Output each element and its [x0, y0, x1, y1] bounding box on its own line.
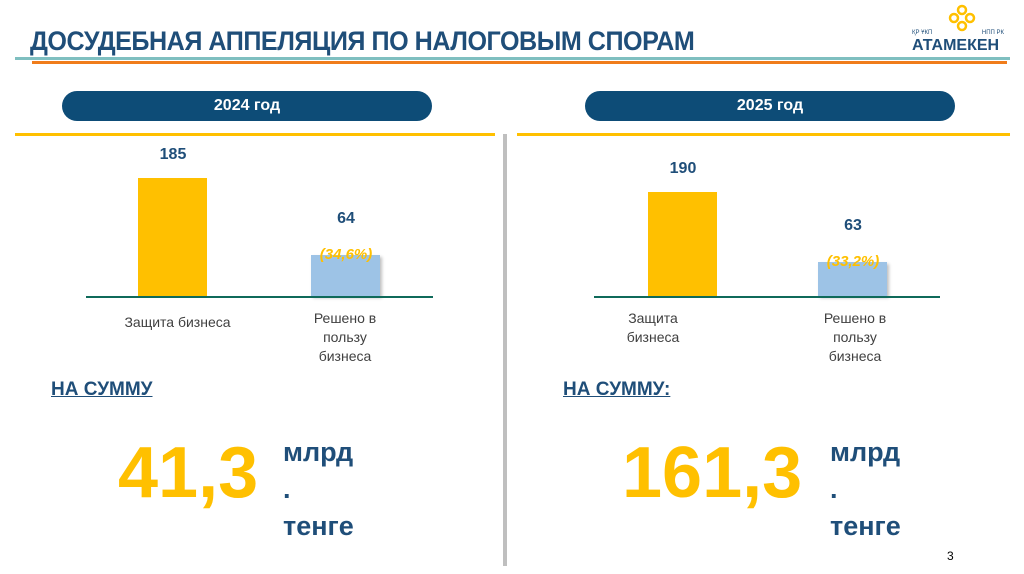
sum-label-2024: НА СУММУ — [51, 379, 153, 400]
bar-resolved-for-business — [818, 261, 887, 296]
chart-baseline — [594, 296, 940, 298]
unit-dot: . — [830, 474, 838, 504]
year-2025-header: 2025 год — [585, 91, 955, 121]
category-label: Защита бизнеса — [626, 310, 680, 345]
logo-name: АТАМЕКЕН — [912, 37, 1000, 54]
column-divider — [503, 134, 507, 566]
atameken-logo: ҚР ҰКП НПП РК АТАМЕКЕН — [912, 4, 1012, 54]
unit-tenge: тенге — [830, 511, 901, 541]
percent-label: (34,6%) — [319, 246, 373, 264]
page-title: ДОСУДЕБНАЯ АППЕЛЯЦИЯ ПО НАЛОГОВЫМ СПОРАМ — [30, 26, 695, 56]
bar-value-label: 190 — [669, 160, 697, 177]
section-line-right — [517, 133, 1010, 136]
page-number: 3 — [947, 549, 954, 563]
sum-unit-2025: млрд . тенге — [830, 434, 901, 545]
unit-mlrd: млрд — [830, 437, 901, 467]
year-2024-header: 2024 год — [62, 91, 432, 121]
logo-left-text: ҚР ҰКП — [912, 30, 933, 36]
chart-baseline — [86, 296, 433, 298]
bar-business-protection — [648, 192, 717, 296]
category-label: Решено в пользу бизнеса — [313, 310, 377, 364]
bar-value-label: 63 — [844, 216, 862, 234]
logo-ornament-icon — [948, 4, 976, 32]
unit-mlrd: млрд — [283, 437, 354, 467]
bar-value-label: 185 — [159, 146, 187, 163]
bar-value-label: 64 — [337, 210, 355, 228]
category-label: Защита бизнеса — [124, 314, 231, 330]
sum-label-2025: НА СУММУ: — [563, 379, 671, 400]
percent-label: (33,2%) — [826, 252, 880, 270]
sum-amount-2025: 161,3 — [622, 433, 803, 513]
header-divider-orange — [32, 61, 1007, 64]
unit-dot: . — [283, 474, 291, 504]
sum-unit-2024: млрд . тенге — [283, 434, 354, 545]
logo-right-text: НПП РК — [981, 30, 1004, 36]
bar-business-protection — [138, 178, 207, 296]
section-line-left — [15, 133, 495, 136]
sum-amount-2024: 41,3 — [118, 433, 259, 513]
header-divider-teal — [15, 57, 1010, 60]
category-label: Решено в пользу бизнеса — [823, 310, 887, 364]
unit-tenge: тенге — [283, 511, 354, 541]
bar-resolved-for-business — [311, 255, 380, 296]
